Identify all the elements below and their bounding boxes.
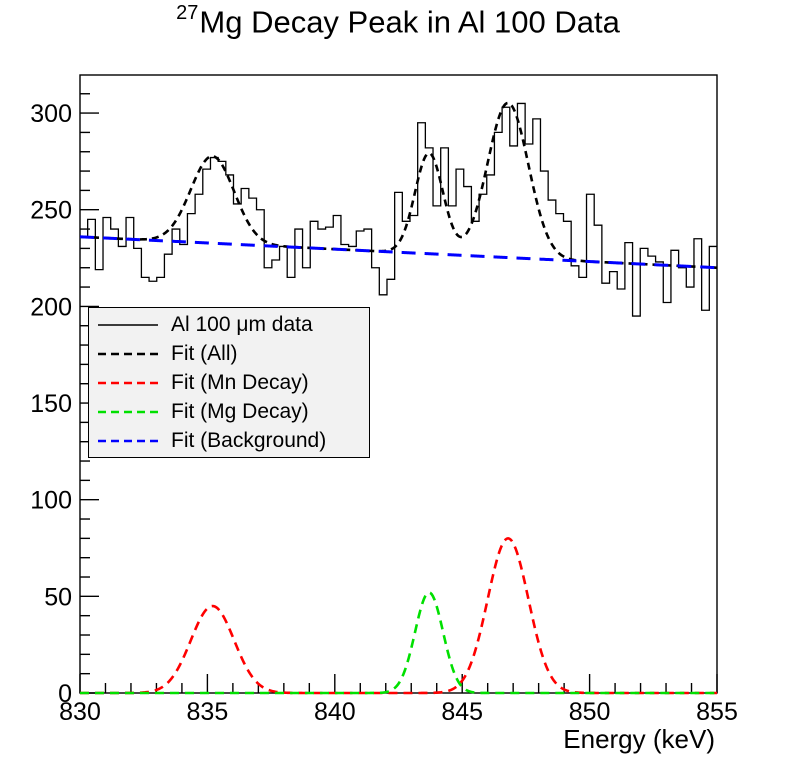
x-tick-label: 850 (569, 698, 611, 726)
fit-background-line (79, 235, 718, 270)
y-tick-label: 200 (30, 293, 72, 321)
y-tick-label: 300 (30, 100, 72, 128)
y-tick-label: 50 (44, 583, 72, 611)
y-tick-label: 100 (30, 487, 72, 515)
legend-box: Al 100 μm data Fit (All) Fit (Mn Decay) Fit… (88, 307, 370, 458)
legend-dashed-line-sample (98, 439, 158, 442)
legend-dashed-line-sample (98, 352, 158, 355)
legend-label: Fit (All) (171, 341, 238, 365)
legend-entry-3: Fit (Mg Decay) (89, 398, 369, 426)
chart-title: 27Mg Decay Peak in Al 100 Data (0, 2, 796, 40)
legend-label: Fit (Background) (171, 428, 327, 452)
fit-mn-decay-line (80, 537, 717, 695)
legend-dashed-line-sample (98, 410, 158, 413)
chart-title-isotope-superscript: 27 (176, 2, 199, 24)
legend-entry-4: Fit (Background) (89, 427, 369, 455)
legend-label: Fit (Mn Decay) (171, 370, 309, 394)
x-tick-label: 830 (59, 698, 101, 726)
fit-mg-decay-line (80, 591, 717, 695)
legend-entry-2: Fit (Mn Decay) (89, 369, 369, 397)
chart-title-text: Mg Decay Peak in Al 100 Data (199, 4, 620, 40)
y-tick-label: 150 (30, 390, 72, 418)
y-tick-label: 0 (58, 680, 72, 708)
x-axis-title: Energy (keV) (563, 724, 715, 754)
x-tick-label: 855 (696, 698, 738, 726)
x-tick-label: 840 (314, 698, 356, 726)
x-tick-label: 845 (441, 698, 483, 726)
legend-dashed-line-sample (98, 381, 158, 384)
x-tick-label: 835 (187, 698, 229, 726)
legend-entry-1: Fit (All) (89, 340, 369, 368)
legend-entry-0: Al 100 μm data (89, 311, 369, 339)
fit-all-line (79, 101, 718, 270)
legend-label: Fit (Mg Decay) (171, 399, 309, 423)
histogram-line (80, 102, 717, 317)
legend-solid-line-sample (98, 323, 158, 326)
legend-label: Al 100 μm data (171, 312, 313, 336)
y-tick-label: 250 (30, 197, 72, 225)
